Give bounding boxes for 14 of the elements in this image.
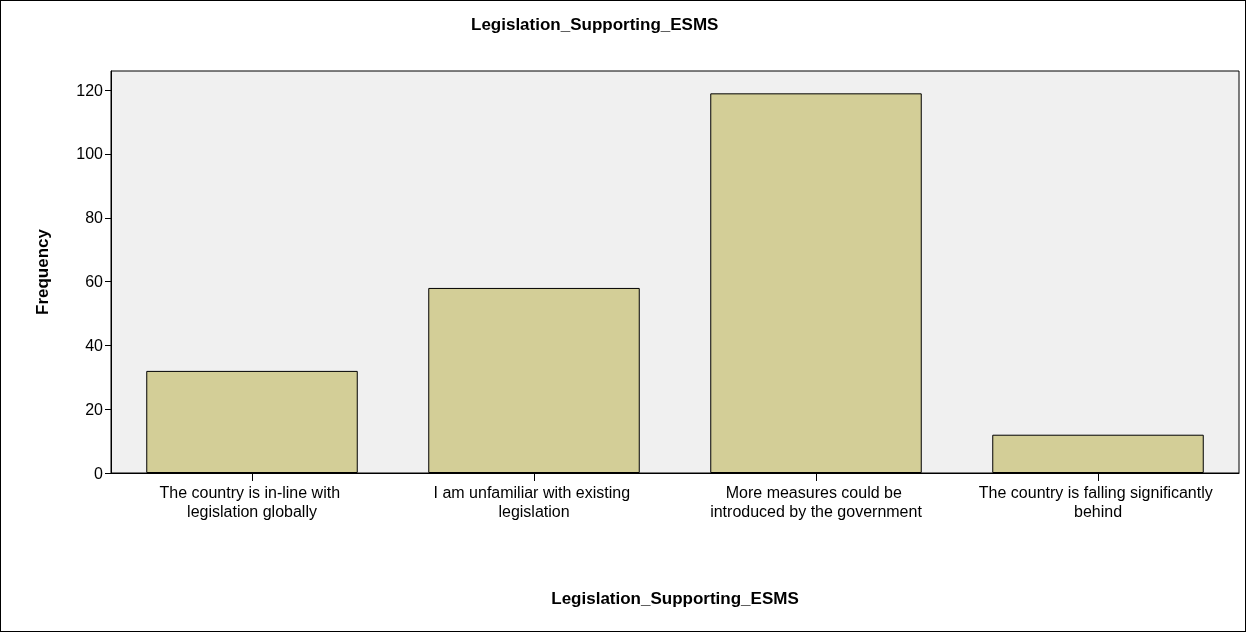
y-tick-label: 40	[85, 336, 104, 354]
x-tick-label: The country is falling significantly behind	[978, 484, 1218, 520]
y-tick-label: 0	[94, 464, 104, 482]
y-axis-title: Frequency	[33, 228, 52, 315]
x-tick-label: I am unfamiliar with existing legislation	[433, 484, 635, 520]
x-axis-title: Legislation_Supporting_ESMS	[551, 589, 799, 608]
y-tick-label: 100	[76, 145, 104, 163]
chart-title: Legislation_Supporting_ESMS	[471, 15, 719, 34]
y-tick-label: 20	[85, 400, 104, 418]
y-tick-label: 60	[85, 273, 104, 291]
y-tick-label: 120	[76, 81, 104, 99]
x-tick-label: More measures could be introduced by the government	[710, 484, 923, 520]
y-tick-label: 80	[85, 209, 104, 227]
x-tick-label: The country is in-line with legislation globally	[159, 484, 345, 520]
